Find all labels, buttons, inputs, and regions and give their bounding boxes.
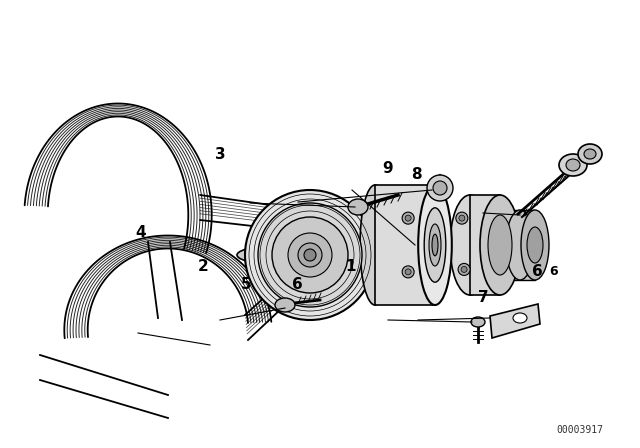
Text: 6: 6 — [292, 277, 303, 292]
Ellipse shape — [304, 249, 316, 261]
Text: 4: 4 — [136, 225, 146, 241]
Circle shape — [458, 263, 470, 276]
Circle shape — [402, 266, 414, 278]
Text: 5: 5 — [241, 277, 252, 292]
Text: 3: 3 — [216, 147, 226, 162]
Text: 6: 6 — [549, 264, 558, 278]
Ellipse shape — [488, 215, 512, 275]
Circle shape — [402, 212, 414, 224]
Ellipse shape — [418, 185, 452, 305]
Ellipse shape — [566, 159, 580, 171]
Polygon shape — [375, 185, 435, 305]
Text: 00003917: 00003917 — [557, 425, 604, 435]
Ellipse shape — [348, 199, 368, 215]
Ellipse shape — [237, 243, 367, 267]
Text: 2: 2 — [198, 259, 209, 274]
Ellipse shape — [360, 185, 390, 305]
Ellipse shape — [584, 149, 596, 159]
Text: 9: 9 — [382, 160, 392, 176]
Polygon shape — [490, 304, 540, 338]
Ellipse shape — [288, 233, 332, 277]
Circle shape — [456, 212, 468, 224]
Polygon shape — [500, 210, 535, 280]
Ellipse shape — [521, 210, 549, 280]
Ellipse shape — [480, 195, 520, 295]
Ellipse shape — [429, 224, 441, 266]
Ellipse shape — [527, 227, 543, 263]
Text: 1: 1 — [346, 259, 356, 274]
Ellipse shape — [433, 181, 447, 195]
Ellipse shape — [432, 234, 438, 256]
Ellipse shape — [258, 203, 362, 307]
Ellipse shape — [450, 195, 490, 295]
Ellipse shape — [424, 208, 446, 282]
Ellipse shape — [506, 210, 534, 280]
Circle shape — [461, 267, 467, 272]
Ellipse shape — [245, 190, 375, 320]
Polygon shape — [470, 195, 500, 295]
Ellipse shape — [275, 298, 295, 312]
Ellipse shape — [513, 313, 527, 323]
Ellipse shape — [427, 175, 453, 201]
Ellipse shape — [559, 154, 587, 176]
Ellipse shape — [272, 217, 348, 293]
Circle shape — [405, 269, 411, 275]
Text: 7: 7 — [478, 290, 488, 306]
Circle shape — [405, 215, 411, 221]
Ellipse shape — [578, 144, 602, 164]
Text: 6: 6 — [532, 263, 543, 279]
Ellipse shape — [298, 243, 322, 267]
Text: 8: 8 — [411, 167, 421, 182]
Ellipse shape — [471, 317, 485, 327]
Circle shape — [459, 215, 465, 221]
